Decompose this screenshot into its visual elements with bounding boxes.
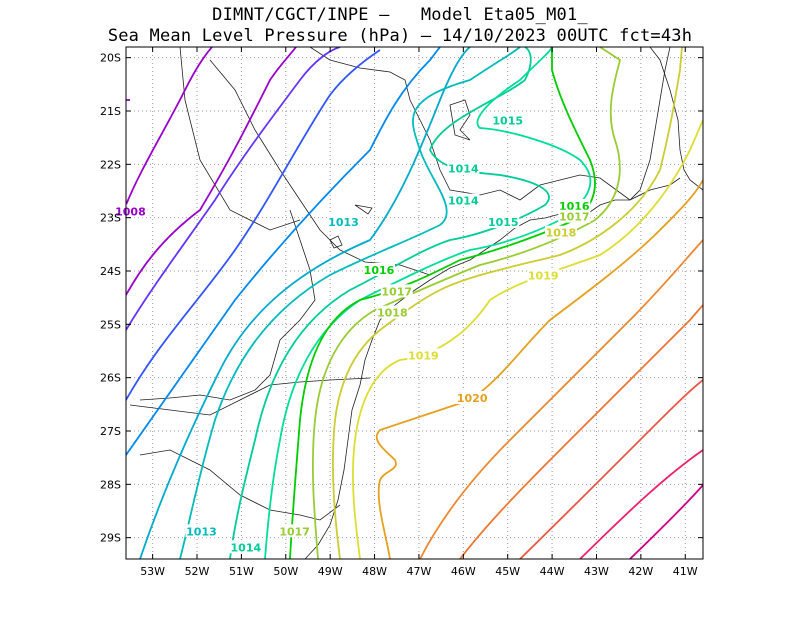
state-border-mg-es (629, 47, 671, 201)
lon-tick-label: 47W (407, 565, 432, 578)
contour-label-bg (376, 305, 409, 319)
isobar-1017 (311, 47, 622, 559)
contour-label-bg (380, 284, 413, 298)
contour-label-bg (558, 199, 591, 212)
grid (126, 47, 703, 559)
contour-label: 1015 (492, 115, 523, 128)
isobar-lines (126, 47, 703, 559)
contour-label-bg (527, 268, 560, 282)
contour-labels: 1008101310131014101410141015101510161016… (114, 113, 591, 554)
title-line-1: DIMNT/CGCT/INPE – Model Eta05_M01_ (212, 5, 588, 25)
isobar-1022 (459, 304, 703, 559)
contour-label: 1016 (364, 264, 395, 277)
contour-label-bg (278, 524, 311, 538)
contour-label: 1013 (186, 525, 217, 538)
isobar-1015 (264, 47, 592, 559)
lat-tick-label: 20S (100, 52, 121, 65)
contour-label: 1017 (559, 211, 590, 224)
isobar-1016 (289, 47, 596, 559)
contour-label: 1017 (381, 285, 412, 298)
lon-tick-label: 42W (628, 565, 653, 578)
contour-label: 1017 (279, 525, 310, 538)
isobar-1021 (419, 239, 703, 559)
lat-tick-label: 26S (100, 372, 121, 385)
contour-label: 1008 (115, 205, 146, 218)
contour-label: 1014 (231, 541, 262, 554)
lat-tick-label: 21S (100, 105, 121, 118)
coastline-and-borders (129, 47, 703, 559)
lon-tick-label: 52W (185, 565, 210, 578)
state-border-pr-sc (129, 377, 371, 416)
contour-label-bg (447, 193, 480, 207)
lat-tick-label: 22S (100, 158, 121, 171)
contour-label-bg (447, 161, 480, 175)
isobar-1024 (579, 449, 703, 559)
isobar-1008-a (126, 47, 297, 296)
isobar-1012 (139, 47, 471, 559)
state-border-sp-mg (309, 47, 631, 201)
contour-label-bg (362, 263, 395, 276)
isobar-1025 (629, 484, 703, 559)
contour-label-bg (407, 348, 440, 362)
state-border-sc-rs (139, 449, 341, 521)
contour-label: 1020 (457, 392, 488, 405)
isobar-1009 (126, 47, 341, 331)
isobar-1023 (519, 379, 703, 559)
contour-label: 1018 (546, 227, 577, 240)
contour-label: 1019 (408, 349, 439, 362)
lat-tick-label: 28S (100, 478, 121, 491)
lon-tick-label: 41W (673, 565, 698, 578)
contour-label: 1013 (328, 216, 359, 229)
isobar-1014 (229, 47, 550, 559)
lon-tick-label: 50W (273, 565, 298, 578)
lat-tick-label: 24S (100, 265, 121, 278)
contour-label-bg (491, 113, 524, 127)
axes: 53W 52W 51W 50W 49W 48W 47W 46W 45W 44W 43W 42W 41W 2… (100, 47, 703, 578)
isobar-1011 (126, 47, 441, 456)
state-border-sp-pr (209, 59, 431, 276)
lon-tick-label: 46W (451, 565, 476, 578)
lat-tick-label: 23S (100, 212, 121, 225)
lon-tick-label: 51W (229, 565, 254, 578)
isobar-1020 (375, 179, 703, 559)
lon-tick-label: 43W (584, 565, 609, 578)
contour-label-bg (456, 391, 489, 404)
contour-label-bg (327, 215, 360, 228)
isobar-1018 (332, 47, 683, 559)
isobar-1008-b (126, 47, 213, 206)
lon-tick-label: 45W (495, 565, 520, 578)
contour-label-bg (114, 204, 147, 218)
lon-tick-label: 53W (140, 565, 165, 578)
isobar-1013 (179, 47, 521, 559)
title-line-2: Sea Mean Level Pressure (hPa) – 14/10/20… (107, 26, 693, 46)
coastline (304, 47, 703, 559)
lat-tick-label: 27S (100, 425, 121, 438)
contour-label: 1019 (528, 269, 559, 282)
isobar-1010 (126, 49, 381, 401)
country-border-west (139, 209, 316, 401)
lat-tick-label: 25S (100, 318, 121, 331)
lon-tick-label: 44W (540, 565, 565, 578)
contour-label: 1018 (377, 307, 408, 320)
lon-tick-label: 48W (362, 565, 387, 578)
contour-label-bg (558, 209, 591, 223)
lat-tick-label: 29S (100, 532, 121, 545)
plot-frame (125, 46, 704, 560)
contour-label-bg (544, 225, 577, 239)
contour-label-bg (229, 540, 262, 554)
contour-label: 1014 (448, 163, 479, 176)
contour-label: 1014 (448, 195, 479, 208)
isobar-1019 (352, 119, 703, 559)
contour-label: 1015 (488, 216, 519, 229)
contour-label-bg (487, 215, 520, 228)
lake-features (329, 99, 471, 249)
contour-label-bg (185, 524, 218, 538)
lon-tick-label: 49W (318, 565, 343, 578)
